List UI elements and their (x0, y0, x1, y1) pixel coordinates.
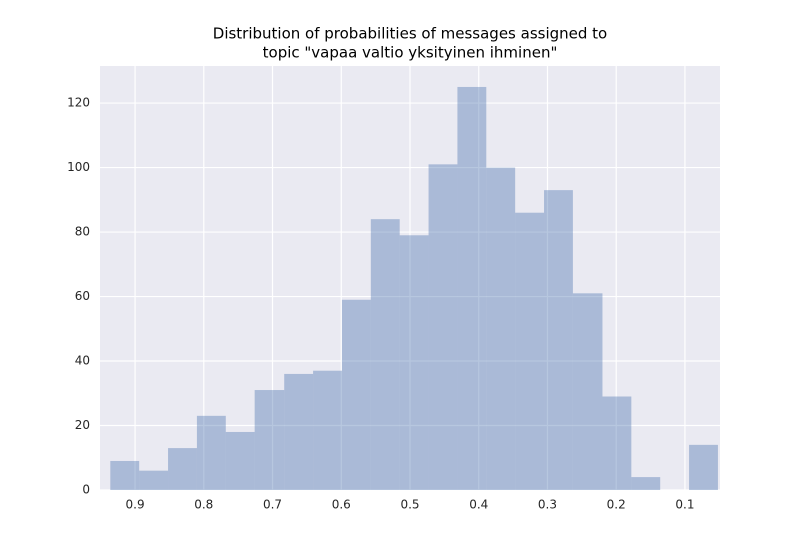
bar (486, 167, 516, 491)
bar (313, 370, 342, 490)
bar (515, 212, 545, 491)
x-tick-label: 0.1 (675, 498, 694, 512)
x-tick-label: 0.3 (538, 498, 557, 512)
bar (225, 431, 255, 490)
x-tick-label: 0.9 (126, 498, 145, 512)
bar (370, 219, 400, 491)
bar (428, 164, 458, 490)
y-tick-label: 120 (67, 96, 90, 110)
y-tick-label: 80 (75, 225, 90, 239)
y-tick-label: 60 (75, 289, 90, 303)
chart-title: topic "vapaa valtio yksityinen ihminen" (263, 44, 558, 62)
x-tick-label: 0.8 (194, 498, 213, 512)
bar (399, 235, 429, 490)
bar (572, 293, 603, 490)
bar (110, 460, 140, 490)
x-tick-label: 0.6 (332, 498, 351, 512)
bar (139, 470, 169, 490)
bar (341, 299, 371, 490)
bar (254, 390, 285, 490)
x-tick-label: 0.2 (607, 498, 626, 512)
bar (284, 373, 314, 490)
bar (544, 190, 573, 490)
bar (602, 396, 632, 490)
y-tick-label: 20 (75, 418, 90, 432)
y-tick-label: 100 (67, 160, 90, 174)
bar (457, 86, 487, 490)
bar (168, 448, 197, 490)
y-tick-label: 0 (82, 483, 90, 497)
chart-title: Distribution of probabilities of message… (213, 25, 607, 43)
bar (196, 415, 226, 490)
y-tick-label: 40 (75, 354, 90, 368)
bar (689, 444, 718, 490)
x-tick-label: 0.4 (469, 498, 488, 512)
bar (631, 477, 661, 490)
x-tick-label: 0.5 (400, 498, 419, 512)
x-tick-label: 0.7 (263, 498, 282, 512)
